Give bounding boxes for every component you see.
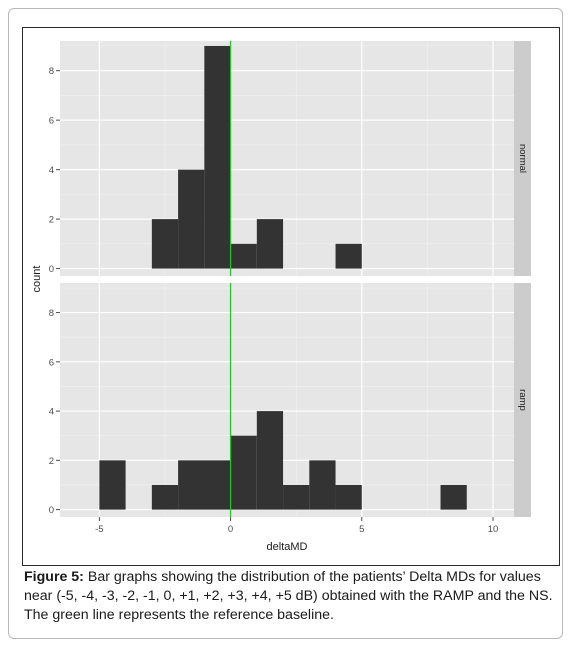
x-tick-label: -5 xyxy=(95,524,103,535)
histogram-bar xyxy=(151,484,179,510)
y-tick-label: 4 xyxy=(49,407,54,418)
histogram-bar xyxy=(204,45,231,269)
facet-strip xyxy=(514,283,531,517)
histogram-bar xyxy=(230,243,257,269)
facet-strip xyxy=(514,41,531,276)
histogram-bar xyxy=(283,484,310,510)
y-axis-title: count xyxy=(31,266,43,293)
histogram-bar xyxy=(230,435,257,510)
caption-text: Bar graphs showing the distribution of t… xyxy=(24,569,553,623)
facet-strip-label: ramp xyxy=(517,389,528,411)
y-tick-label: 6 xyxy=(49,357,54,368)
caption-label: Figure 5: xyxy=(24,569,84,585)
histogram-bar xyxy=(256,411,284,510)
histogram-bar xyxy=(309,460,336,510)
histogram-bar xyxy=(335,484,362,510)
y-tick-label: 2 xyxy=(49,215,54,226)
y-tick-label: 4 xyxy=(49,165,54,176)
histogram-chart: 0 2 4 6 8 normal 0 2 4 6 8 ramp -5 0 5 10 deltaMD count xyxy=(31,41,531,553)
y-tick-label: 2 xyxy=(49,456,54,467)
histogram-bar xyxy=(440,484,467,510)
x-tick-label: 5 xyxy=(359,524,364,535)
panel-background xyxy=(60,283,514,517)
x-tick-label: 0 xyxy=(228,524,233,535)
y-tick-label: 6 xyxy=(49,116,54,127)
y-tick-label: 8 xyxy=(49,66,54,77)
y-tick-label: 0 xyxy=(49,264,54,275)
histogram-bar xyxy=(335,243,362,269)
y-tick-label: 8 xyxy=(49,308,54,319)
facet-strip-label: normal xyxy=(517,144,528,173)
x-tick-label: 10 xyxy=(488,524,499,535)
histogram-bar xyxy=(178,169,205,269)
figure-caption: Figure 5: Bar graphs showing the distrib… xyxy=(24,568,554,625)
y-tick-label: 0 xyxy=(49,505,54,516)
x-axis-title: deltaMD xyxy=(267,541,308,553)
histogram-bar xyxy=(99,460,126,510)
panel-background xyxy=(60,41,514,276)
histogram-bar xyxy=(151,219,179,269)
histogram-bar xyxy=(178,460,231,510)
histogram-bar xyxy=(256,219,284,269)
